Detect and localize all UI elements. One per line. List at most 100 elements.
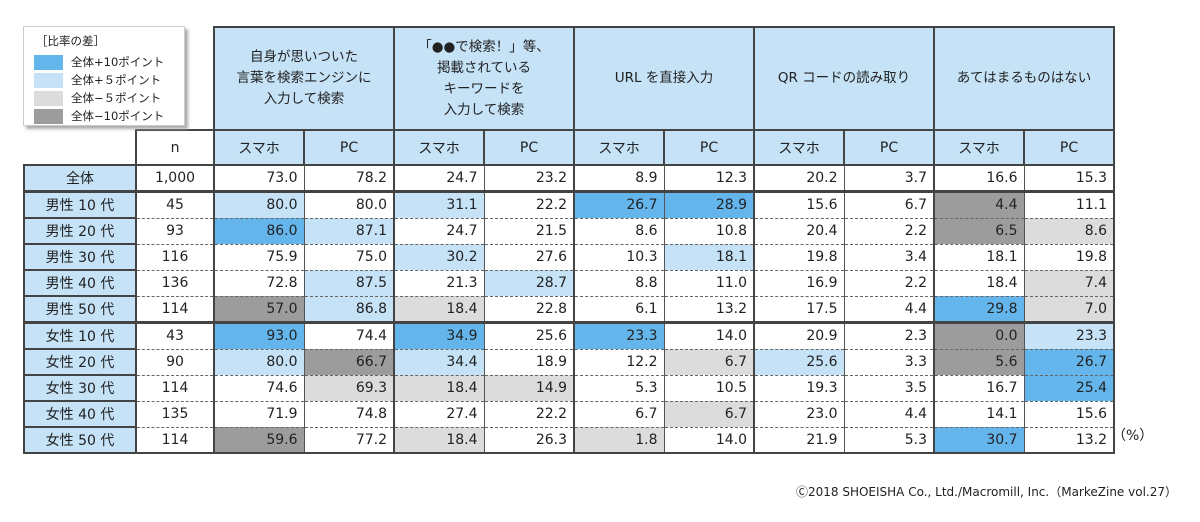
value-cell: 74.6	[213, 374, 304, 401]
value-cell: 27.4	[393, 400, 484, 427]
table-row: 女性 40 代 135 71.9 74.8 27.4 22.2 6.7 6.7 23.0 4.4 1…	[23, 400, 1115, 428]
value-cell: 4.4	[843, 295, 934, 323]
value-cell: 14.0	[663, 321, 754, 349]
value-cell: 22.2	[483, 400, 574, 427]
value-cell: 80.0	[213, 348, 304, 375]
value-cell: 3.4	[843, 243, 934, 270]
value-cell: 10.3	[573, 243, 664, 270]
value-cell: 2.2	[843, 269, 934, 296]
table-row: 女性 20 代 90 80.0 66.7 34.4 18.9 12.2 6.7 25.6 3.3 5…	[23, 348, 1115, 376]
legend-label: 全体−10ポイント	[71, 109, 165, 123]
corner	[24, 130, 136, 165]
value-cell: 0.0	[933, 321, 1024, 349]
value-cell: 26.7	[1023, 348, 1115, 375]
value-cell: 14.9	[483, 374, 574, 401]
value-cell: 6.7	[663, 348, 754, 375]
table-row: 男性 20 代 93 86.0 87.1 24.7 21.5 8.6 10.8 20.4 2.2 6…	[23, 217, 1115, 245]
legend-swatch	[34, 54, 63, 70]
value-cell: 69.3	[303, 374, 394, 401]
value-cell: 28.9	[663, 190, 754, 218]
value-cell: 22.2	[483, 190, 574, 218]
value-cell: 78.2	[303, 164, 394, 192]
value-cell: 59.6	[213, 426, 304, 454]
group-header: あてはまるものはない	[933, 26, 1115, 131]
value-cell: 10.8	[663, 217, 754, 244]
value-cell: 31.1	[393, 190, 484, 218]
value-cell: 20.2	[753, 164, 844, 192]
table-row: 女性 10 代 43 93.0 74.4 34.9 25.6 23.3 14.0 20.9 2.3…	[23, 321, 1115, 350]
value-cell: 6.5	[933, 217, 1024, 244]
value-cell: 11.1	[1023, 190, 1115, 218]
value-cell: 66.7	[303, 348, 394, 375]
value-cell: 2.2	[843, 217, 934, 244]
value-cell: 34.9	[393, 321, 484, 349]
group-header-line: 入力して検索	[443, 101, 525, 118]
row-label: 女性 40 代	[23, 400, 137, 428]
sample-size: 114	[135, 295, 215, 323]
value-cell: 6.7	[573, 400, 664, 427]
value-cell: 5.6	[933, 348, 1024, 375]
sub-header: PC	[663, 129, 755, 166]
sample-size: 114	[135, 426, 215, 454]
value-cell: 8.6	[1023, 217, 1115, 244]
sub-header: スマホ	[753, 129, 845, 166]
value-cell: 8.9	[573, 164, 664, 192]
group-header: 「●●で検索！」等、 掲載されている キーワードを 入力して検索	[393, 26, 575, 131]
row-label: 女性 50 代	[23, 426, 137, 454]
sample-size: 136	[135, 269, 215, 296]
table-row: 女性 50 代 114 59.6 77.2 18.4 26.3 1.8 14.0 21.9 5.3…	[23, 426, 1115, 454]
legend-label: 全体−５ポイント	[71, 91, 162, 105]
value-cell: 26.7	[573, 190, 664, 218]
group-header-line: URL を直接入力	[614, 70, 714, 86]
group-header: URL を直接入力	[573, 26, 755, 131]
value-cell: 6.7	[663, 400, 754, 427]
group-header-line: キーワードを	[443, 80, 525, 97]
legend-swatch	[34, 72, 63, 88]
sub-header: スマホ	[213, 129, 305, 166]
value-cell: 86.0	[213, 217, 304, 244]
value-cell: 87.5	[303, 269, 394, 296]
value-cell: 3.5	[843, 374, 934, 401]
group-header: QR コードの読み取り	[753, 26, 935, 131]
value-cell: 21.9	[753, 426, 844, 454]
value-cell: 20.4	[753, 217, 844, 244]
value-cell: 19.3	[753, 374, 844, 401]
value-cell: 14.0	[663, 426, 754, 454]
group-header-line: 入力して検索	[263, 91, 345, 107]
value-cell: 12.2	[573, 348, 664, 375]
value-cell: 20.9	[753, 321, 844, 349]
value-cell: 10.5	[663, 374, 754, 401]
sample-size: 1,000	[135, 164, 215, 192]
value-cell: 17.5	[753, 295, 844, 323]
value-cell: 19.8	[1023, 243, 1115, 270]
sub-header: スマホ	[573, 129, 665, 166]
value-cell: 93.0	[213, 321, 304, 349]
value-cell: 23.0	[753, 400, 844, 427]
value-cell: 4.4	[933, 190, 1024, 218]
value-cell: 77.2	[303, 426, 394, 454]
value-cell: 24.7	[393, 164, 484, 192]
value-cell: 75.0	[303, 243, 394, 270]
sample-size: 90	[135, 348, 215, 375]
row-label: 男性 40 代	[23, 269, 137, 297]
value-cell: 18.4	[393, 374, 484, 401]
value-cell: 74.4	[303, 321, 394, 349]
group-header-line: 言葉を検索エンジンに	[236, 70, 372, 86]
value-cell: 11.0	[663, 269, 754, 296]
legend-title: ［比率の差］	[36, 34, 105, 48]
value-cell: 6.7	[843, 190, 934, 218]
row-label: 女性 10 代	[23, 321, 137, 350]
value-cell: 34.4	[393, 348, 484, 375]
value-cell: 15.6	[1023, 400, 1115, 427]
value-cell: 13.2	[663, 295, 754, 323]
value-cell: 30.2	[393, 243, 484, 270]
n-header: n	[135, 129, 215, 166]
value-cell: 4.4	[843, 400, 934, 427]
sample-size: 135	[135, 400, 215, 427]
sample-size: 93	[135, 217, 215, 244]
value-cell: 8.6	[573, 217, 664, 244]
table-row: 男性 10 代 45 80.0 80.0 31.1 22.2 26.7 28.9 15.6 6.7…	[23, 190, 1115, 219]
table-row: 男性 30 代 116 75.9 75.0 30.2 27.6 10.3 18.1 19.8 3.…	[23, 243, 1115, 271]
sub-header: PC	[1023, 129, 1115, 166]
value-cell: 8.8	[573, 269, 664, 296]
